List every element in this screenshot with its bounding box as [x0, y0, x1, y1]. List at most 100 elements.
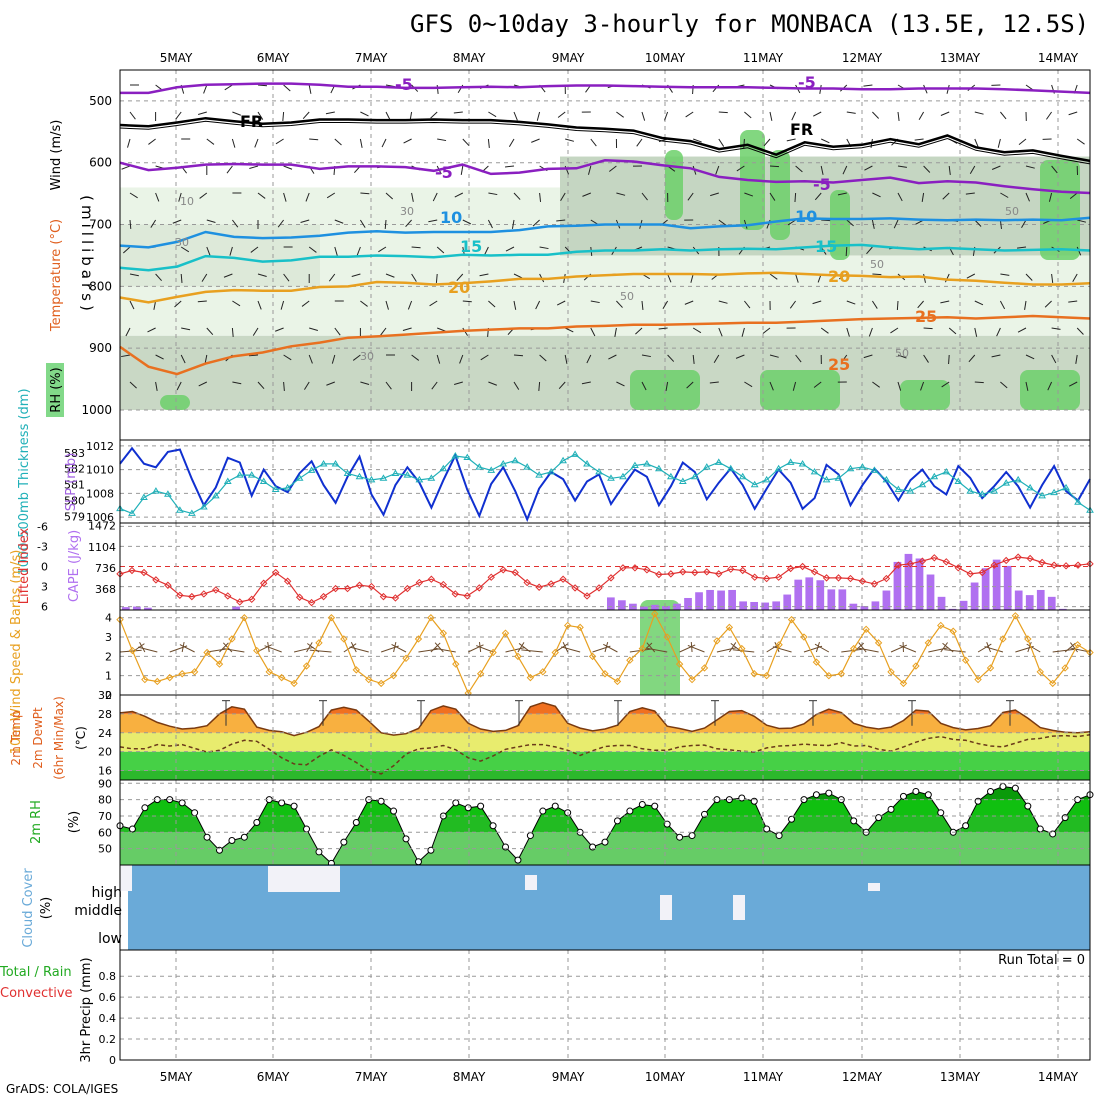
isotherm-label: 10: [795, 207, 817, 226]
cloud-gap: [868, 883, 880, 891]
rh-axis-title: 2m RH: [29, 800, 44, 844]
rh-marker: [764, 826, 770, 832]
rh-marker: [963, 823, 969, 829]
cape-tick-label: 1104: [88, 541, 116, 554]
top-day-label: 7MAY: [355, 51, 388, 65]
wind-barb: [255, 139, 258, 147]
wind-barb: [872, 274, 881, 275]
rh-legend: RH (%): [49, 367, 64, 412]
rh-marker: [851, 818, 857, 824]
cloud-level-label: middle: [74, 903, 122, 919]
cape-legend: CAPE (J/kg): [67, 530, 82, 602]
rh-marker: [391, 808, 397, 814]
rh-marker: [527, 833, 533, 839]
wind-barb: [591, 139, 597, 146]
wind-barb: [558, 112, 565, 118]
wind-barb: [463, 139, 469, 146]
wind-barb: [284, 85, 291, 91]
rh-marker: [1025, 803, 1031, 809]
wind-speed-line: [120, 614, 1090, 693]
wind-tick-label: 3: [105, 631, 112, 644]
precip-conv-legend: Convective: [0, 986, 73, 1001]
cape-bar: [783, 595, 791, 610]
rh-marker: [689, 833, 695, 839]
top-day-label: 5MAY: [160, 51, 193, 65]
wind-legend: Wind (m/s): [49, 120, 64, 191]
temp-tick-label: 32: [98, 689, 112, 702]
isotherm-label: 25: [828, 355, 850, 374]
cape-bar: [618, 600, 626, 610]
isotherm-line: [120, 84, 1090, 93]
wind-barb: [128, 139, 130, 148]
lifted-tick-label: 6: [41, 601, 48, 614]
wind-barb: [900, 645, 916, 652]
bottom-day-label: 10MAY: [645, 1070, 686, 1084]
top-day-label: 11MAY: [743, 51, 784, 65]
cloud-legend: Cloud Cover: [21, 868, 36, 948]
wind-barb: [1077, 139, 1084, 144]
cape-bar: [695, 592, 703, 610]
wind-barb: [846, 247, 847, 256]
wind-barb: [130, 112, 135, 119]
wind-barb: [294, 647, 313, 652]
rh-marker: [925, 792, 931, 798]
wind-barb: [729, 642, 735, 652]
rh-marker: [291, 803, 297, 809]
slp-tick-label: 1010: [86, 464, 114, 477]
slp-tick-label: 1012: [86, 440, 114, 453]
wind-barb: [198, 112, 207, 114]
pressure-tick-label: 1000: [81, 403, 112, 417]
wind-tick-label: 1: [105, 670, 112, 683]
wind-barb: [435, 648, 456, 652]
run-total-label: Run Total = 0: [998, 953, 1085, 968]
rh-contour-label: 30: [360, 350, 374, 363]
rh-marker: [813, 792, 819, 798]
isotherm-label: -5: [395, 75, 413, 94]
wind-barb: [637, 139, 642, 146]
wind-barb: [276, 139, 284, 144]
precip-tick-label: 0.8: [99, 970, 117, 983]
cape-bar: [772, 601, 780, 610]
rh-contour-label: 10: [180, 195, 194, 208]
rh-marker: [552, 803, 558, 809]
wind-barb: [813, 112, 821, 116]
bottom-day-label: 5MAY: [160, 1070, 193, 1084]
isotherm-label: 15: [815, 237, 837, 256]
cape-bar: [684, 598, 692, 610]
wind-barb: [680, 645, 696, 652]
isotherm-label: 25: [915, 307, 937, 326]
isotherm-label: 10: [440, 208, 462, 227]
wind-barb: [998, 139, 1000, 148]
wind-panel-frame: [120, 610, 1090, 695]
cape-tick-label: 1472: [88, 520, 116, 533]
thickness-tick-label: 579: [64, 511, 85, 524]
wind-barb: [984, 647, 1002, 652]
rh-tick-label: 70: [98, 810, 112, 823]
bottom-day-label: 7MAY: [355, 1070, 388, 1084]
top-day-label: 14MAY: [1038, 51, 1079, 65]
wind-barb: [461, 166, 463, 175]
wind-barb: [688, 645, 705, 652]
precip-axis-title: 3hr Precip (mm): [79, 957, 94, 1062]
rh-marker: [179, 800, 185, 806]
rh2m-legend: 2m RH: [29, 800, 44, 844]
wind-barb: [437, 139, 446, 141]
isotherm-label: -5: [798, 73, 816, 92]
temp-band: [120, 752, 1090, 771]
wind-barb: [418, 649, 439, 652]
wind-barb: [941, 642, 948, 652]
rh-marker: [652, 803, 658, 809]
rh-marker: [627, 808, 633, 814]
cloud-level-label: high: [91, 885, 122, 901]
slp-tick-label: 1008: [86, 487, 114, 500]
wind-barb: [509, 139, 514, 147]
cape-bar: [750, 602, 758, 610]
rh-marker: [229, 837, 235, 843]
wind-barb: [350, 647, 369, 652]
rh-marker: [639, 802, 645, 808]
cloud-gap: [660, 895, 672, 920]
wind-barb: [488, 112, 496, 117]
cape-bar: [1004, 566, 1012, 610]
